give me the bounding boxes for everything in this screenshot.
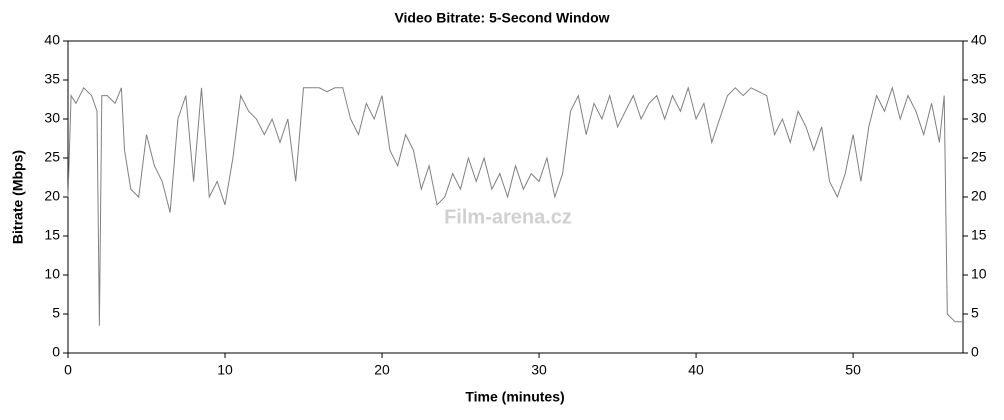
y2-tick-label: 25 — [971, 149, 987, 165]
x-tick-label: 0 — [64, 362, 72, 378]
x-tick-label: 40 — [688, 362, 704, 378]
y2-tick-label: 0 — [971, 344, 979, 360]
y-tick-label: 20 — [44, 188, 60, 204]
x-axis-label: Time (minutes) — [465, 389, 564, 405]
x-tick-label: 20 — [374, 362, 390, 378]
y-tick-label: 30 — [44, 110, 60, 126]
watermark: Film-arena.cz — [444, 206, 572, 228]
x-tick-label: 10 — [217, 362, 233, 378]
y-axis-label: Bitrate (Mbps) — [10, 150, 26, 244]
y-tick-label: 0 — [52, 344, 60, 360]
y-tick-label: 10 — [44, 266, 60, 282]
line — [67, 86, 963, 326]
y2-tick-label: 35 — [971, 71, 987, 87]
chart-title: Video Bitrate: 5-Second Window — [394, 10, 609, 26]
y2-tick-label: 10 — [971, 266, 987, 282]
x-tick-label: 30 — [531, 362, 547, 378]
y-tick-label: 40 — [44, 32, 60, 48]
y-tick-label: 15 — [44, 227, 60, 243]
y2-tick-label: 5 — [971, 305, 979, 321]
y2-tick-label: 40 — [971, 32, 987, 48]
x-tick-label: 50 — [845, 362, 861, 378]
y-tick-label: 5 — [52, 305, 60, 321]
y2-tick-label: 20 — [971, 188, 987, 204]
y2-tick-label: 15 — [971, 227, 987, 243]
y-tick-label: 35 — [44, 71, 60, 87]
y2-tick-label: 30 — [971, 110, 987, 126]
y-tick-label: 25 — [44, 149, 60, 165]
